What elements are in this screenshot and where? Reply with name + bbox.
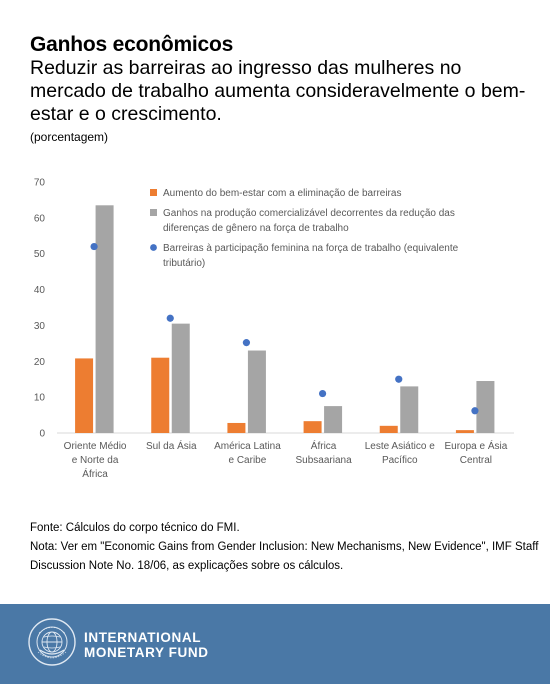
dot-barrier (318, 389, 327, 398)
dot-barrier (395, 375, 403, 383)
y-tick-label: 30 (34, 321, 46, 332)
legend-label: diferenças de gênero na força de trabalh… (163, 223, 349, 234)
methodology-note: Nota: Ver em "Economic Gains from Gender… (30, 541, 539, 572)
chart-header: Ganhos econômicos Reduzir as barreiras a… (30, 33, 535, 145)
legend-swatch (150, 209, 157, 216)
bar-output (476, 381, 495, 433)
imf-logo-text: INTERNATIONAL MONETARY FUND (84, 630, 209, 660)
legend-label: tributário) (163, 258, 205, 269)
legend-label: Barreiras à participação feminina na for… (163, 243, 459, 254)
x-category-label: Oriente Médio (64, 441, 127, 452)
imf-seal-icon (28, 618, 76, 666)
y-tick-label: 0 (39, 429, 45, 440)
x-category-label: África (311, 439, 337, 452)
x-category-label: e Caribe (229, 455, 267, 466)
legend-swatch (150, 189, 157, 196)
dot-barrier (90, 242, 98, 251)
x-category-label: América Latina (214, 441, 281, 452)
x-category-label: África (82, 467, 108, 480)
bar-welfare (379, 425, 398, 433)
y-tick-label: 40 (34, 285, 46, 296)
bar-welfare (227, 422, 246, 433)
bar-output (324, 406, 343, 433)
x-category-label: Pacífico (382, 455, 418, 466)
bar-output (171, 323, 190, 433)
chart-title: Ganhos econômicos (30, 33, 234, 56)
x-category-label: Sul da Ásia (146, 439, 197, 452)
logo-line-1: INTERNATIONAL (84, 630, 202, 645)
chart-notes: Fonte: Cálculos do corpo técnico do FMI.… (30, 519, 540, 576)
x-category-label: Central (460, 455, 492, 466)
bar-output (400, 386, 419, 433)
bar-welfare (303, 421, 322, 433)
imf-footer: INTERNATIONAL MONETARY FUND (0, 604, 550, 684)
x-category-label: Leste Asiático e (365, 441, 435, 452)
bar-output (95, 205, 114, 433)
dot-barrier (166, 314, 174, 322)
chart-unit-label: (porcentagem) (30, 130, 109, 144)
legend-marker (150, 244, 157, 251)
y-tick-label: 50 (34, 249, 46, 260)
y-tick-label: 10 (34, 393, 46, 404)
logo-line-2: MONETARY FUND (84, 645, 209, 660)
x-category-label: Subsaariana (296, 455, 353, 466)
bar-output (247, 350, 266, 433)
y-tick-label: 70 (34, 178, 46, 189)
x-category-label: Europa e Ásia (445, 439, 508, 452)
source-note: Fonte: Cálculos do corpo técnico do FMI. (30, 522, 240, 534)
legend-label: Aumento do bem-estar com a eliminação de… (163, 188, 401, 199)
y-tick-label: 60 (34, 213, 46, 224)
legend-label: Ganhos na produção comercializável decor… (163, 208, 455, 219)
bar-welfare (75, 358, 94, 433)
y-tick-label: 20 (34, 357, 46, 368)
x-category-label: e Norte da (72, 455, 119, 466)
dot-barrier (242, 339, 251, 347)
chart-subtitle: Reduzir as barreiras ao ingresso das mul… (30, 57, 526, 125)
bar-welfare (151, 357, 170, 433)
bar-welfare (455, 430, 474, 433)
dot-barrier (471, 407, 479, 415)
